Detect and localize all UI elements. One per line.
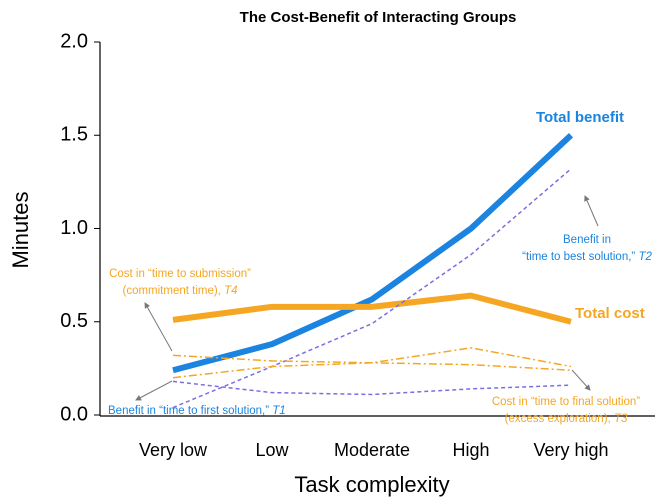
annotation: Benefit in “time to best solution,” T2 [522, 234, 652, 263]
x-tick-label: Very low [139, 440, 208, 460]
x-tick-label: High [452, 440, 489, 460]
annotation-arrow [144, 302, 173, 352]
series-line [172, 347, 572, 379]
series-label: Total cost [575, 305, 645, 322]
y-tick-label: 0.0 [60, 403, 88, 425]
y-tick-label: 2.0 [60, 30, 88, 52]
y-tick-label: 0.5 [60, 310, 88, 332]
annotation-line: Cost in “time to final solution” [492, 396, 640, 408]
annotation-arrow [571, 369, 591, 391]
series-line [172, 133, 574, 374]
annotation-line: (commitment time), [122, 285, 220, 297]
series-label: Total benefit [536, 109, 624, 126]
series-line [172, 168, 572, 409]
x-tick-label: Low [255, 440, 289, 460]
annotation-arrow [584, 195, 599, 227]
annotation-tag: T1 [272, 405, 285, 417]
annotation: Cost in “time to submission” (commitment … [109, 268, 251, 297]
annotation-tag: T3 [614, 413, 628, 425]
annotation-line: (excess exploration), [505, 413, 611, 425]
chart-title: The Cost-Benefit of Interacting Groups [240, 9, 517, 26]
annotation-tag: T2 [638, 251, 652, 263]
annotation-line: Benefit in “time to first solution,” [108, 405, 269, 417]
x-axis-label: Task complexity [294, 472, 449, 497]
x-tick-label: Very high [533, 440, 608, 460]
y-axis-label: Minutes [8, 191, 33, 268]
annotation-line: Benefit in [563, 234, 611, 246]
annotation: Benefit in “time to first solution,” T1 [108, 405, 286, 417]
series-line [172, 380, 572, 396]
series-line [172, 292, 572, 325]
annotation-arrow [135, 380, 173, 401]
y-tick-label: 1.0 [60, 217, 88, 239]
annotation-line: Cost in “time to submission” [109, 268, 251, 280]
y-tick-label: 1.5 [60, 124, 88, 146]
annotation-tag: T4 [224, 285, 237, 297]
annotation-line: “time to best solution,” [522, 251, 635, 263]
x-tick-label: Moderate [334, 440, 410, 460]
annotation: Cost in “time to final solution” (excess … [492, 396, 640, 425]
